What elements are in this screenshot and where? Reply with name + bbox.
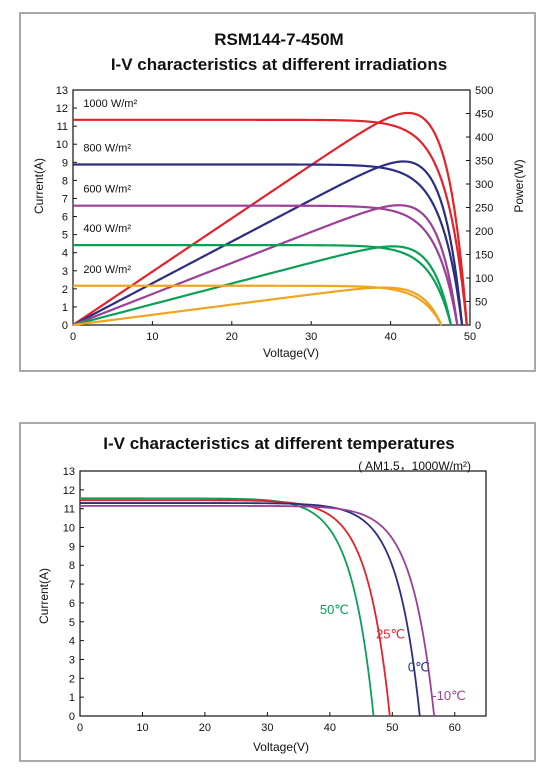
irradiation-chart-panel: RSM144-7-450M I-V characteristics at dif…	[19, 12, 536, 372]
series-label: 0℃	[408, 660, 430, 675]
series-label: 800 W/m²	[83, 142, 131, 154]
pv-curve	[72, 286, 443, 327]
series-label: -10℃	[432, 688, 465, 703]
plot-frame	[79, 470, 487, 717]
y-tick-label: 6	[69, 598, 75, 610]
x-axis-label: Voltage(V)	[263, 346, 319, 360]
y2-tick-label: 0	[475, 320, 481, 332]
series-label: 1000 W/m²	[83, 98, 137, 110]
x-tick-label: 60	[449, 722, 461, 734]
y-tick-label: 10	[63, 523, 75, 535]
y2-tick-label: 100	[475, 273, 493, 285]
y-tick-label: 4	[69, 636, 75, 648]
series-label: 400 W/m²	[83, 223, 131, 235]
y-tick-label: 12	[63, 485, 75, 497]
irradiation-chart: RSM144-7-450M I-V characteristics at dif…	[32, 30, 526, 360]
y2-tick-label: 250	[475, 203, 493, 215]
y-tick-label: 5	[62, 230, 68, 242]
iv-curve	[80, 497, 375, 717]
y2-tick-label: 150	[475, 250, 493, 262]
y-tick-label: 13	[56, 85, 68, 97]
y2-axis-label: Power(W)	[512, 159, 526, 212]
series-label: 600 W/m²	[83, 184, 131, 196]
x-tick-label: 30	[305, 331, 317, 343]
y-tick-label: 4	[62, 248, 68, 260]
y2-tick-label: 450	[475, 109, 493, 121]
iv-curve	[80, 502, 421, 717]
y2-tick-label: 350	[475, 156, 493, 168]
y-tick-label: 9	[69, 541, 75, 553]
y-tick-label: 7	[69, 579, 75, 591]
x-tick-label: 50	[464, 331, 476, 343]
pv-curve	[72, 160, 464, 326]
pv-curve	[72, 204, 459, 327]
y2-tick-label: 500	[475, 85, 493, 97]
x-tick-label: 10	[146, 331, 158, 343]
x-axis-label: Voltage(V)	[253, 740, 309, 754]
iv-curve	[73, 163, 464, 326]
chart-title: I-V characteristics at different tempera…	[103, 434, 454, 453]
y-tick-label: 3	[62, 266, 68, 278]
y-tick-label: 13	[63, 466, 75, 478]
y-axis-label: Current(A)	[37, 568, 51, 624]
x-tick-label: 30	[261, 722, 273, 734]
pv-curve	[72, 111, 468, 326]
y-tick-label: 8	[69, 560, 75, 572]
chart-condition-note: ( AM1.5，1000W/m²)	[358, 459, 471, 473]
y-tick-label: 2	[62, 284, 68, 296]
series-label: 50℃	[320, 602, 349, 617]
chart-subtitle: I-V characteristics at different irradia…	[111, 55, 447, 74]
temperature-chart-panel: I-V characteristics at different tempera…	[19, 422, 536, 762]
y-tick-label: 1	[62, 302, 68, 314]
x-tick-label: 0	[70, 331, 76, 343]
temperature-chart: I-V characteristics at different tempera…	[37, 434, 487, 754]
iv-curve	[73, 244, 453, 326]
y2-tick-label: 400	[475, 132, 493, 144]
y2-tick-label: 300	[475, 179, 493, 191]
series-label: 200 W/m²	[83, 264, 131, 276]
x-tick-label: 20	[226, 331, 238, 343]
y-tick-label: 0	[69, 711, 75, 723]
iv-curve	[73, 284, 443, 326]
y-tick-label: 0	[62, 320, 68, 332]
y-tick-label: 2	[69, 673, 75, 685]
iv-curve	[80, 504, 436, 717]
y-tick-label: 3	[69, 654, 75, 666]
y-tick-label: 8	[62, 175, 68, 187]
y2-tick-label: 200	[475, 226, 493, 238]
pv-curve	[72, 245, 453, 327]
y-tick-label: 12	[56, 103, 68, 115]
y-tick-label: 6	[62, 212, 68, 224]
chart-title: RSM144-7-450M	[214, 30, 343, 49]
y-tick-label: 11	[64, 504, 75, 516]
y-tick-label: 9	[62, 157, 68, 169]
y-tick-label: 10	[56, 139, 68, 151]
y2-tick-label: 50	[475, 297, 487, 309]
y-tick-label: 11	[57, 121, 68, 133]
y-tick-label: 5	[69, 617, 75, 629]
x-tick-label: 50	[386, 722, 398, 734]
y-tick-label: 1	[69, 692, 75, 704]
y-tick-label: 7	[62, 193, 68, 205]
x-tick-label: 0	[77, 722, 83, 734]
y-axis-label: Current(A)	[32, 158, 46, 214]
x-tick-label: 20	[199, 722, 211, 734]
x-tick-label: 40	[384, 331, 396, 343]
x-tick-label: 40	[324, 722, 336, 734]
series-label: 25℃	[376, 627, 405, 642]
iv-curve	[80, 499, 391, 717]
iv-curve	[73, 204, 459, 326]
iv-curve	[73, 118, 468, 326]
x-tick-label: 10	[136, 722, 148, 734]
